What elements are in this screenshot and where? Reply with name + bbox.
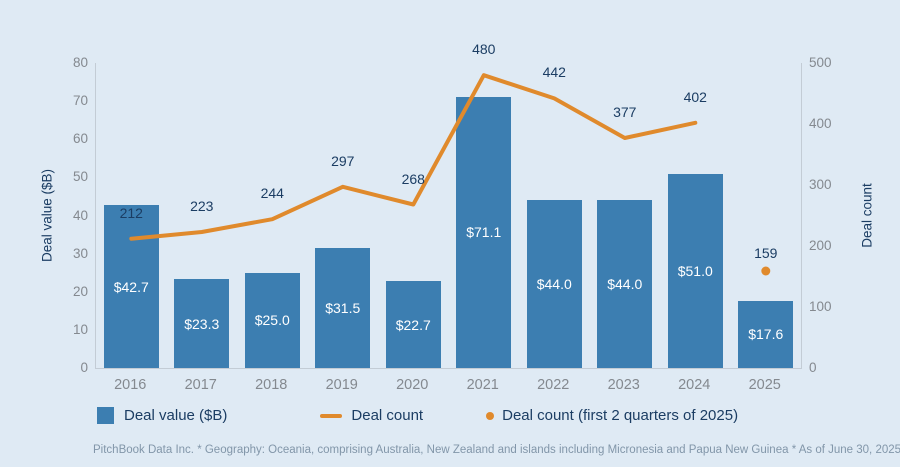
bar-2024 <box>667 173 723 368</box>
left-axis-tick: 40 <box>72 207 88 223</box>
line-swatch-icon <box>320 413 343 418</box>
left-axis-tick: 30 <box>72 245 88 261</box>
line-value-label: 402 <box>683 88 707 105</box>
bar-value-label: $44.0 <box>536 276 572 293</box>
left-axis-tick: 10 <box>72 321 88 337</box>
left-axis-tick: 70 <box>72 93 88 109</box>
line-value-label: 442 <box>542 64 566 81</box>
x-axis-label: 2019 <box>325 377 358 393</box>
plot-area: $42.7 $23.3 $25.0 $31.5 $22.7 $71.1 $44.0 $44.0… <box>95 42 802 369</box>
legend-label: Deal value ($B) <box>124 407 228 424</box>
bar-2023 <box>597 200 653 368</box>
legend-item-deal-value: Deal value ($B) <box>97 407 227 424</box>
bar-2021 <box>456 96 512 368</box>
right-axis-tick: 500 <box>809 55 832 70</box>
right-axis-tick: 300 <box>809 177 832 192</box>
left-axis-tick: 20 <box>72 283 88 299</box>
deal-count-polyline <box>129 73 698 241</box>
left-axis-tick: 80 <box>72 55 88 70</box>
bar-value-label: $44.0 <box>607 276 643 293</box>
bar-2020 <box>385 281 441 368</box>
dot-swatch-icon <box>486 411 495 420</box>
x-axis-label: 2018 <box>255 377 288 393</box>
legend-item-deal-count-2025: Deal count (first 2 quarters of 2025) <box>486 407 738 424</box>
bar-swatch-icon <box>97 407 114 424</box>
source-footnote: PitchBook Data Inc. * Geography: Oceania… <box>93 444 900 456</box>
bar-2019 <box>315 247 371 368</box>
bar-value-label: $71.1 <box>466 224 502 241</box>
x-axis-label: 2025 <box>748 377 781 393</box>
bar-value-label: $25.0 <box>254 312 290 329</box>
bar-value-label: $22.7 <box>395 316 431 333</box>
bar-value-label: $31.5 <box>325 299 361 316</box>
bar-2018 <box>244 272 300 368</box>
right-axis-title: Deal count <box>859 183 875 248</box>
deal-count-line <box>129 73 771 276</box>
line-value-label: 244 <box>260 185 284 202</box>
left-axis-tick: 50 <box>72 169 88 185</box>
bar-2016 <box>103 205 159 368</box>
line-value-label: 480 <box>472 41 496 58</box>
x-axis-label: 2021 <box>466 377 499 393</box>
bar-2017 <box>174 279 230 368</box>
right-axis-tick: 200 <box>809 238 832 253</box>
bar-2025 <box>738 300 794 368</box>
deal-count-2025-dot <box>761 266 771 276</box>
bar-value-label: $23.3 <box>184 315 220 332</box>
right-axis-tick: 400 <box>809 116 832 131</box>
bar-value-label: $17.6 <box>748 326 784 343</box>
x-axis-label: 2024 <box>678 377 711 393</box>
x-axis-label: 2017 <box>184 377 217 393</box>
line-value-label: 377 <box>613 104 637 121</box>
x-axis-label: 2020 <box>396 377 429 393</box>
line-value-label: 212 <box>119 204 143 221</box>
legend-item-deal-count: Deal count <box>320 407 423 424</box>
bar-value-label: $51.0 <box>677 262 713 279</box>
right-axis-tick: 0 <box>809 360 817 375</box>
point-value-label: 159 <box>754 245 778 261</box>
line-value-label: 297 <box>331 152 355 169</box>
x-axis-label: 2016 <box>114 377 147 393</box>
right-axis-tick: 100 <box>809 299 832 314</box>
bar-value-label: $42.7 <box>113 278 149 295</box>
line-value-label: 223 <box>190 197 214 214</box>
x-axis-label: 2022 <box>537 377 570 393</box>
line-value-label: 268 <box>401 170 425 187</box>
legend-label: Deal count <box>351 407 424 424</box>
left-axis-tick: 60 <box>72 131 88 147</box>
x-axis-label: 2023 <box>607 377 640 393</box>
legend-label: Deal count (first 2 quarters of 2025) <box>502 407 739 424</box>
left-axis-tick: 0 <box>80 360 88 375</box>
bar-2022 <box>526 200 582 368</box>
legend: Deal value ($B) Deal count Deal count (f… <box>97 407 738 424</box>
